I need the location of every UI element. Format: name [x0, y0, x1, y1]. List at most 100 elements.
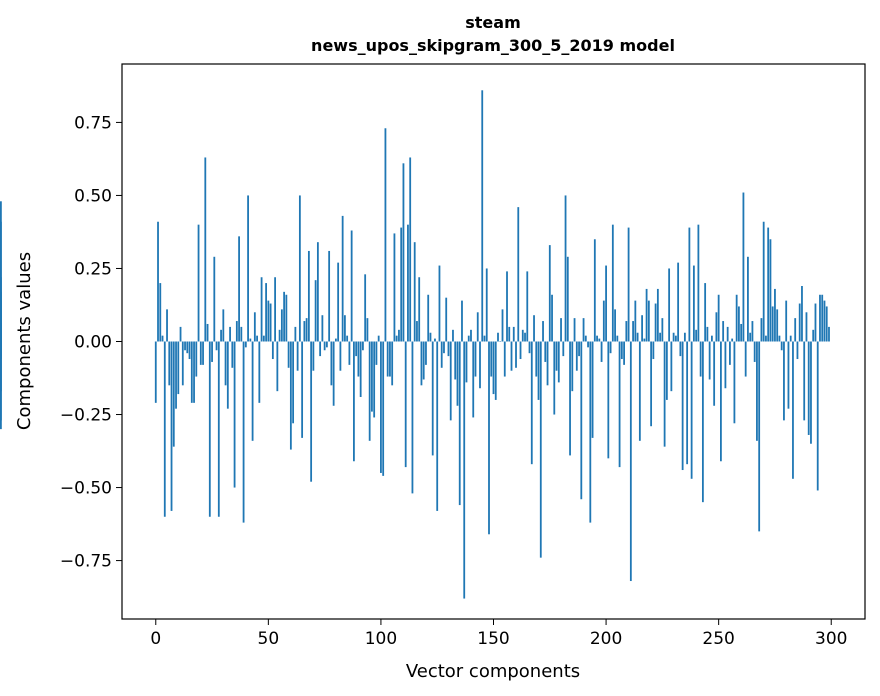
- bar-193: [589, 341, 592, 523]
- y-tick-label: 0.00: [74, 333, 112, 353]
- bar-283: [792, 341, 794, 479]
- bar-61: [292, 341, 295, 424]
- bar-63: [296, 341, 299, 371]
- bar-29: [220, 329, 222, 342]
- bar-229: [670, 341, 673, 392]
- bar-227: [665, 341, 668, 400]
- bar-125: [436, 341, 439, 511]
- bar-170: [537, 341, 540, 400]
- bar-231: [674, 335, 677, 342]
- bar-37: [238, 236, 240, 342]
- bar-167: [530, 341, 533, 465]
- bar-90: [357, 341, 360, 377]
- bar-46: [258, 341, 261, 403]
- bar-189: [580, 341, 583, 500]
- bar-164: [524, 332, 526, 342]
- bar-276: [776, 309, 779, 342]
- bar-163: [521, 329, 524, 342]
- bar-16: [190, 341, 193, 403]
- bar-252: [722, 321, 725, 342]
- bar-250: [717, 294, 720, 342]
- bar-8: [172, 341, 175, 447]
- bar-211: [629, 341, 632, 582]
- bar-152: [497, 332, 499, 342]
- bar-91: [359, 341, 362, 397]
- bar-41: [247, 195, 249, 342]
- bar-119: [422, 341, 425, 380]
- bar-74: [321, 315, 324, 342]
- bar-118: [420, 341, 423, 386]
- bar-279: [783, 341, 785, 421]
- bar-161: [517, 207, 520, 342]
- bar-142: [474, 341, 477, 377]
- bar-82: [339, 341, 342, 371]
- bar-280: [785, 300, 788, 342]
- bar-15: [188, 341, 191, 360]
- bar-254: [726, 326, 729, 342]
- bar-66: [303, 321, 306, 342]
- bar-77: [328, 250, 331, 342]
- bar-123: [431, 341, 434, 456]
- bar-277: [778, 335, 781, 342]
- y-axis-label: Components values: [14, 252, 35, 430]
- bar-97: [373, 341, 376, 418]
- bar-124: [434, 338, 436, 342]
- bar-116: [416, 321, 418, 342]
- bar-166: [528, 341, 531, 354]
- bar-240: [695, 329, 698, 342]
- bar-73: [319, 341, 322, 357]
- bar-263: [747, 256, 749, 342]
- bar-134: [456, 341, 459, 406]
- bar-268: [758, 341, 761, 532]
- bar-78: [330, 341, 333, 386]
- chart-title-line-1: steam: [465, 13, 521, 32]
- bar-0: [154, 341, 157, 403]
- bar-102: [384, 128, 387, 342]
- bar-19: [197, 224, 200, 342]
- bar-200: [605, 265, 607, 342]
- x-tick-label: 100: [365, 629, 397, 649]
- bar-281: [787, 341, 790, 409]
- bar-5: [166, 309, 168, 342]
- bar-287: [801, 286, 803, 342]
- bar-62: [294, 326, 297, 342]
- bar-199: [602, 300, 605, 342]
- bar-188: [578, 341, 580, 357]
- bar-274: [771, 306, 774, 342]
- bar-247: [711, 335, 713, 342]
- bar-94: [366, 318, 369, 342]
- bar-172: [542, 321, 544, 342]
- bar-55: [278, 329, 281, 342]
- bar-undefined: [0, 300, 2, 342]
- bar-273: [769, 239, 772, 342]
- bar-293: [814, 303, 817, 342]
- bar-75: [323, 341, 326, 351]
- bar-35: [233, 341, 236, 488]
- bar-260: [740, 323, 743, 342]
- bar-7: [170, 341, 173, 511]
- bar-156: [506, 271, 508, 342]
- y-tick-label: 0.25: [74, 259, 112, 279]
- bar-222: [654, 303, 657, 342]
- bar-285: [796, 341, 799, 360]
- bar-238: [690, 341, 693, 479]
- bar-195: [593, 239, 596, 342]
- bar-122: [429, 332, 432, 342]
- bar-53: [274, 277, 276, 342]
- bar-100: [380, 341, 382, 473]
- bar-177: [553, 341, 556, 415]
- bar-262: [744, 341, 747, 377]
- bar-45: [256, 335, 258, 342]
- bar-14: [186, 341, 189, 354]
- bar-40: [244, 341, 247, 348]
- bar-209: [625, 321, 628, 342]
- bar-235: [683, 332, 686, 342]
- plot-area-frame: [121, 63, 866, 620]
- bar-39: [242, 341, 245, 523]
- bar-101: [382, 341, 385, 476]
- bar-93: [364, 274, 367, 342]
- bar-206: [618, 341, 621, 468]
- bar-126: [438, 265, 441, 342]
- bar-110: [402, 163, 405, 342]
